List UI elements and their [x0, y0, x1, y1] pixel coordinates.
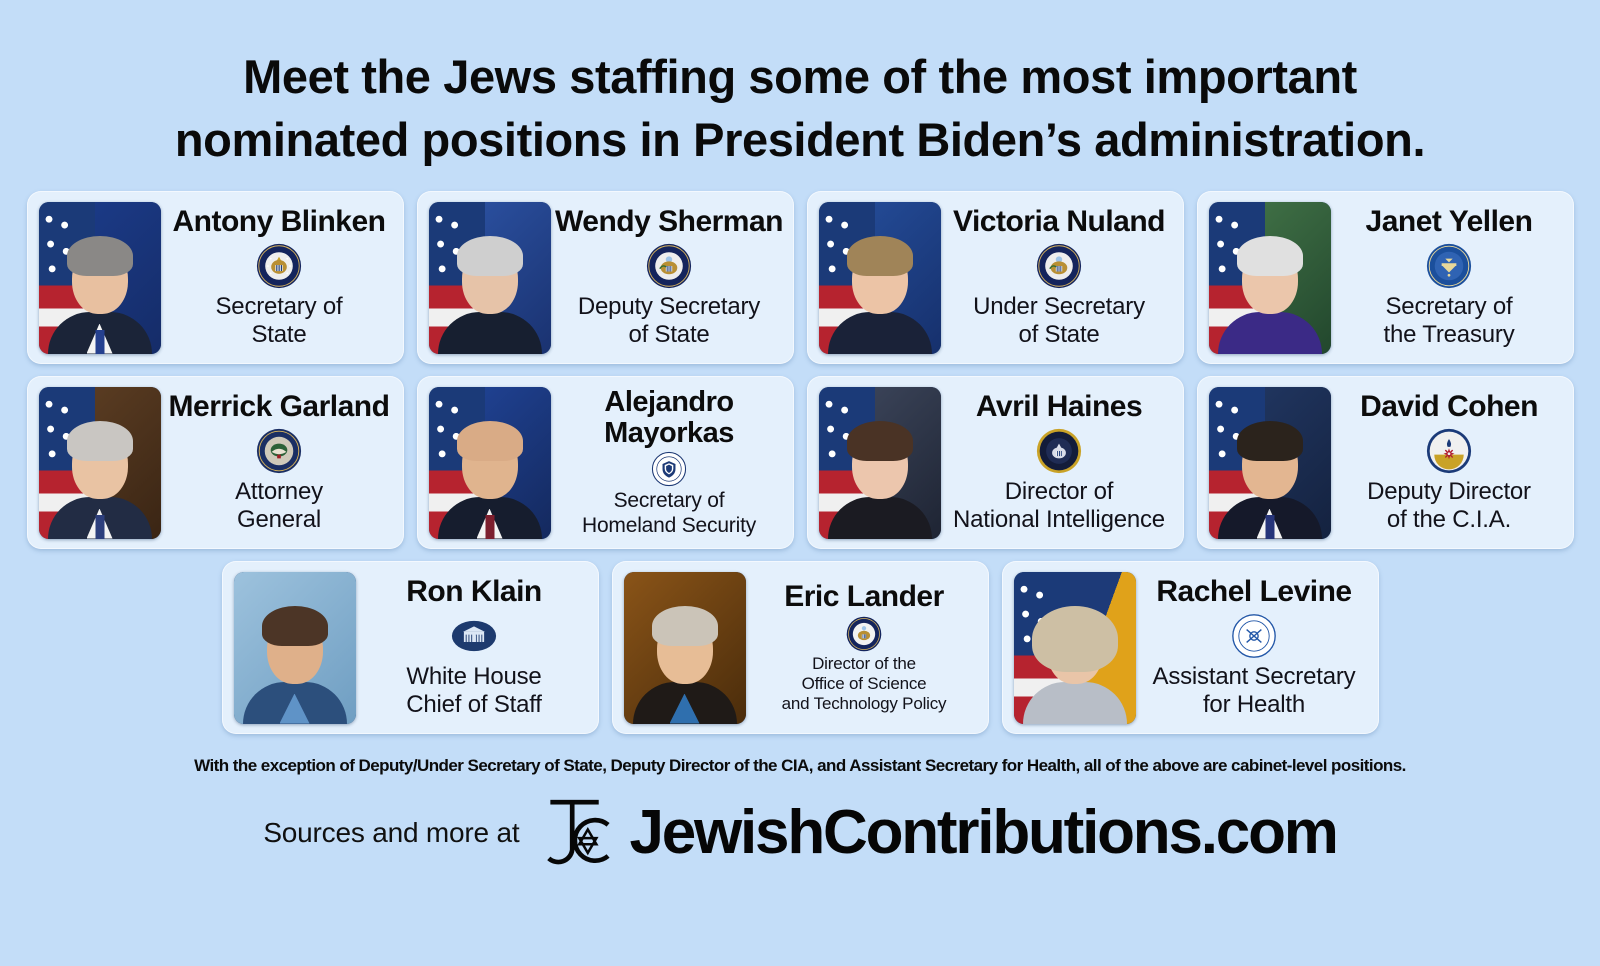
person-title: Secretary of the Treasury: [1383, 293, 1515, 348]
portrait-antony-blinken: [38, 201, 161, 354]
person-title: Secretary of State: [215, 293, 343, 348]
person-info: Wendy Sherman Deputy Secretary of State: [551, 206, 784, 348]
person-name: Janet Yellen: [1365, 205, 1533, 239]
brand-domain[interactable]: JewishContributions.com: [629, 798, 1338, 867]
executive-office-of-the-president-seal-icon: [846, 616, 882, 652]
portrait-david-cohen: [1208, 386, 1331, 539]
department-of-state-seal-icon: [256, 243, 302, 289]
department-of-homeland-security-seal-icon: [651, 452, 687, 487]
person-name: Eric Lander: [784, 580, 944, 614]
portrait-merrick-garland: [38, 386, 161, 539]
person-name: Merrick Garland: [168, 390, 390, 424]
person-title: Director of National Intelligence: [953, 478, 1165, 533]
page-title: Meet the Jews staffing some of the most …: [0, 0, 1600, 171]
person-card-wendy-sherman[interactable]: Wendy Sherman Deputy Secretary of State: [416, 191, 794, 364]
people-row-2: Merrick Garland Attorney General: [12, 376, 1588, 549]
department-of-justice-seal-icon: [256, 428, 302, 474]
person-card-ron-klain[interactable]: Ron Klain White House Chief of: [221, 561, 599, 734]
person-card-victoria-nuland[interactable]: Victoria Nuland Under Secretary of State: [806, 191, 1184, 364]
brand-prefix-label: Sources and more at: [263, 817, 520, 848]
person-info: Victoria Nuland Under Secretary of State: [941, 206, 1174, 348]
us-public-health-service-seal-icon: [1231, 613, 1277, 659]
portrait-eric-lander: [623, 571, 746, 724]
jc-star-of-david-monogram-icon: [547, 799, 611, 865]
portrait-janet-yellen: [1208, 201, 1331, 354]
person-name: Alejandro Mayorkas: [604, 385, 734, 449]
person-card-david-cohen[interactable]: David Cohen Deputy Director of the C.I.A…: [1196, 376, 1574, 549]
person-info: Eric Lander Director of the Office of Sc…: [746, 581, 979, 714]
odni-seal-icon: [1036, 428, 1082, 474]
person-title: Attorney General: [235, 478, 323, 533]
people-row-1: Antony Blinken Secretary of State: [12, 191, 1588, 364]
person-card-janet-yellen[interactable]: Janet Yellen Secretary of the Treasury: [1196, 191, 1574, 364]
person-card-alejandro-mayorkas[interactable]: Alejandro Mayorkas Secretary of Homeland…: [416, 376, 794, 549]
person-info: Avril Haines Director of National Intell…: [941, 391, 1174, 533]
department-of-state-seal-icon: [646, 243, 692, 289]
person-title: Secretary of Homeland Security: [581, 489, 756, 537]
person-info: David Cohen Deputy Director of the C.I.A…: [1331, 391, 1564, 533]
branding: Sources and more at JewishContributions.…: [0, 792, 1600, 874]
the-white-house-seal-icon: [451, 620, 497, 652]
person-name: Ron Klain: [406, 575, 542, 609]
portrait-ron-klain: [233, 571, 356, 724]
person-info: Ron Klain White House Chief of: [356, 576, 589, 718]
central-intelligence-agency-seal-icon: [1426, 428, 1472, 474]
person-card-rachel-levine[interactable]: Rachel Levine Assistant Secretary for He…: [1001, 561, 1379, 734]
department-of-the-treasury-seal-icon: [1426, 243, 1472, 289]
person-title: White House Chief of Staff: [406, 663, 542, 718]
person-name: Rachel Levine: [1156, 575, 1352, 609]
person-card-eric-lander[interactable]: Eric Lander Director of the Office of Sc…: [611, 561, 989, 734]
person-name: Victoria Nuland: [953, 205, 1166, 239]
person-card-avril-haines[interactable]: Avril Haines Director of National Intell…: [806, 376, 1184, 549]
footnote: With the exception of Deputy/Under Secre…: [194, 756, 1406, 775]
portrait-wendy-sherman: [428, 201, 551, 354]
person-info: Janet Yellen Secretary of the Treasury: [1331, 206, 1564, 348]
department-of-state-seal-icon: [1036, 243, 1082, 289]
portrait-alejandro-mayorkas: [428, 386, 551, 539]
person-name: David Cohen: [1360, 390, 1538, 424]
person-card-merrick-garland[interactable]: Merrick Garland Attorney General: [26, 376, 404, 549]
portrait-avril-haines: [818, 386, 941, 539]
page-title-line-1: Meet the Jews staffing some of the most …: [243, 50, 1357, 103]
person-title: Assistant Secretary for Health: [1152, 663, 1356, 718]
person-name: Wendy Sherman: [554, 205, 784, 239]
person-card-antony-blinken[interactable]: Antony Blinken Secretary of State: [26, 191, 404, 364]
person-title: Director of the Office of Science and Te…: [781, 653, 947, 713]
page-title-line-2: nominated positions in President Biden’s…: [174, 112, 1426, 166]
portrait-victoria-nuland: [818, 201, 941, 354]
person-info: Antony Blinken Secretary of State: [161, 206, 394, 348]
person-name: Antony Blinken: [172, 205, 386, 239]
person-name: Avril Haines: [975, 390, 1143, 424]
person-info: Merrick Garland Attorney General: [161, 391, 394, 533]
person-title: Deputy Secretary of State: [577, 293, 761, 348]
people-grid: Antony Blinken Secretary of State: [0, 191, 1600, 734]
person-title: Deputy Director of the C.I.A.: [1367, 478, 1531, 533]
person-info: Alejandro Mayorkas Secretary of Homeland…: [551, 385, 784, 538]
portrait-rachel-levine: [1013, 571, 1136, 724]
people-row-3: Ron Klain White House Chief of: [12, 561, 1588, 734]
person-info: Rachel Levine Assistant Secretary for He…: [1136, 576, 1369, 718]
person-title: Under Secretary of State: [973, 293, 1145, 348]
brand-lockup[interactable]: JewishContributions.com: [541, 792, 1339, 874]
